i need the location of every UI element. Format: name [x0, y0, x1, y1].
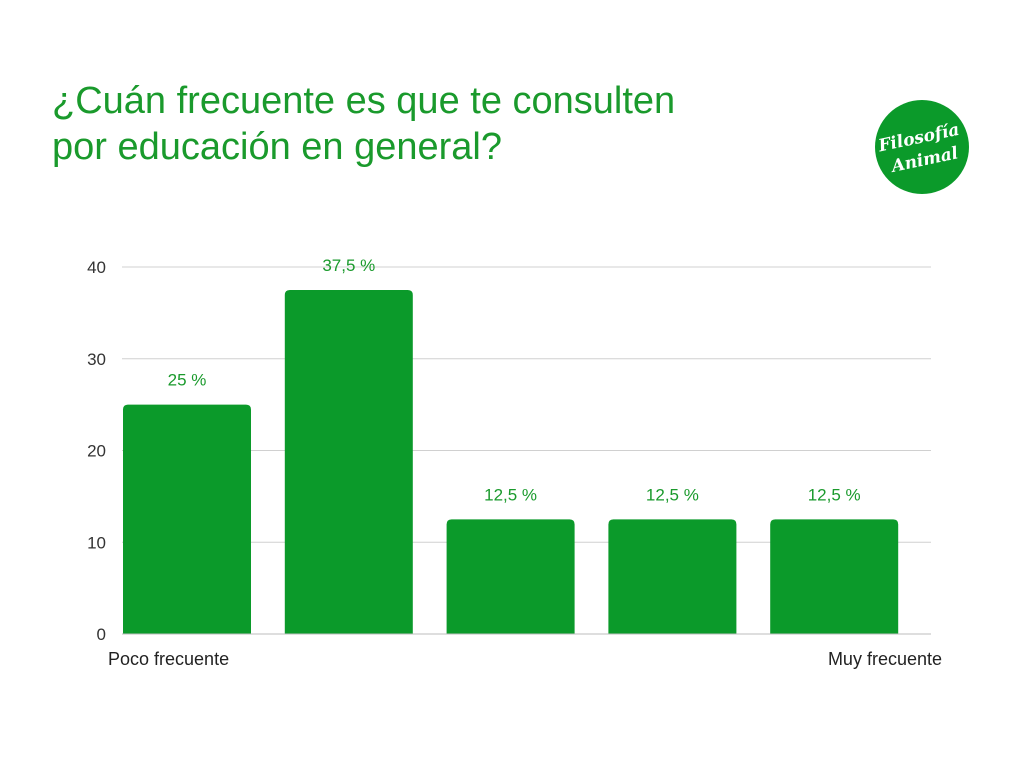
- x-label-left: Poco frecuente: [108, 649, 229, 669]
- chart-title: ¿Cuán frecuente es que te consulten por …: [52, 78, 852, 170]
- logo-circle: [875, 100, 969, 194]
- value-label-4: 12,5 %: [646, 485, 699, 504]
- y-tick-label: 40: [87, 258, 106, 277]
- bar-4: [608, 519, 737, 634]
- y-tick-label: 10: [87, 533, 106, 552]
- chart-title-line-2: por educación en general?: [52, 126, 503, 168]
- y-tick-label: 20: [87, 442, 106, 461]
- y-tick-label: 30: [87, 350, 106, 369]
- value-label-5: 12,5 %: [808, 485, 861, 504]
- y-tick-label: 0: [97, 625, 106, 644]
- value-label-3: 12,5 %: [484, 485, 537, 504]
- value-labels: 25 % 37,5 % 12,5 % 12,5 % 12,5 %: [168, 256, 861, 504]
- logo: Filosofía Animal: [875, 100, 969, 194]
- bar-2: [284, 289, 413, 634]
- bar-1: [123, 404, 251, 634]
- value-label-2: 37,5 %: [322, 256, 375, 275]
- value-label-1: 25 %: [168, 371, 207, 390]
- y-axis-ticks: 0 10 20 30 40: [87, 258, 106, 644]
- bar-5: [770, 519, 899, 634]
- x-label-right: Muy frecuente: [828, 649, 942, 669]
- chart-title-line-1: ¿Cuán frecuente es que te consulten: [52, 80, 676, 122]
- bar-3: [446, 519, 575, 634]
- bars: [123, 289, 899, 634]
